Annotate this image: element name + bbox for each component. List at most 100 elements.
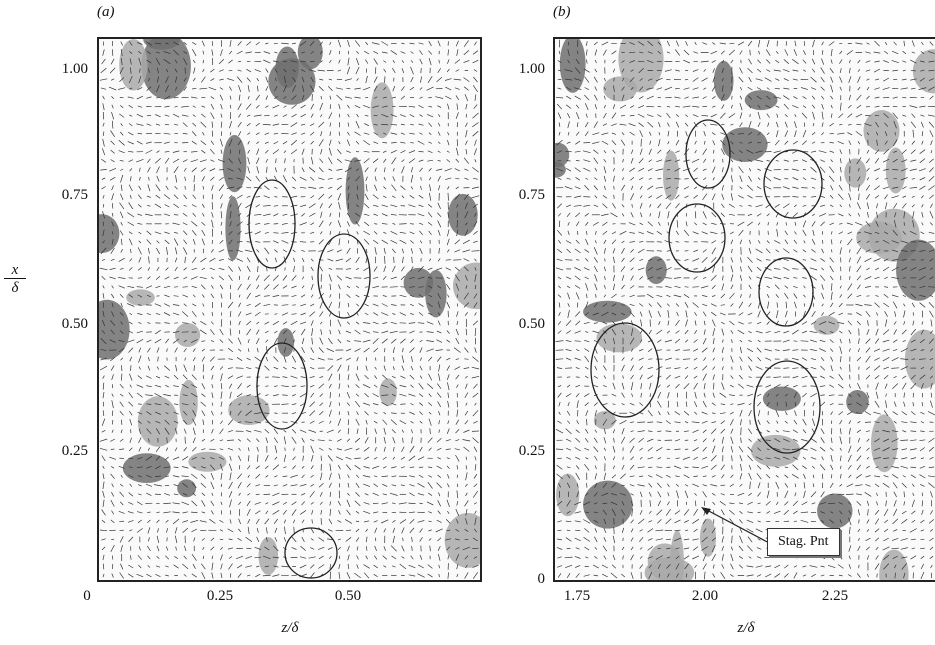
velocity-vector — [891, 357, 899, 362]
velocity-vector — [373, 475, 378, 478]
velocity-vector — [920, 411, 925, 415]
velocity-vector — [390, 383, 398, 389]
velocity-vector — [575, 285, 581, 289]
velocity-vector — [693, 528, 698, 533]
velocity-vector — [190, 473, 198, 479]
velocity-vector — [630, 193, 635, 201]
velocity-vector — [829, 204, 834, 208]
velocity-vector — [392, 222, 396, 225]
velocity-vector — [299, 222, 307, 226]
velocity-vector — [265, 510, 269, 515]
velocity-vector — [766, 240, 770, 244]
velocity-vector — [739, 112, 743, 119]
velocity-vector — [592, 141, 600, 144]
velocity-vector — [873, 249, 881, 253]
velocity-vector — [120, 321, 123, 325]
velocity-vector — [757, 356, 762, 362]
velocity-vector — [110, 149, 115, 154]
velocity-vector — [701, 546, 709, 551]
velocity-vector — [345, 330, 352, 334]
velocity-vector — [567, 474, 571, 479]
velocity-vector — [465, 222, 468, 226]
velocity-vector — [436, 168, 443, 171]
velocity-vector — [300, 186, 307, 189]
velocity-vector — [310, 484, 314, 487]
velocity-vector — [255, 132, 260, 136]
velocity-vector — [792, 59, 799, 65]
velocity-vector — [657, 384, 661, 388]
velocity-vector — [739, 186, 743, 190]
velocity-vector — [593, 41, 598, 46]
velocity-vector — [329, 463, 332, 471]
velocity-vector — [283, 466, 287, 469]
velocity-vector — [592, 312, 599, 316]
velocity-vector — [812, 401, 815, 407]
velocity-vector — [437, 176, 441, 182]
velocity-vector — [665, 430, 672, 432]
velocity-vector — [911, 499, 915, 508]
velocity-vector — [219, 194, 224, 200]
velocity-vector — [193, 537, 196, 542]
velocity-vector — [557, 520, 562, 523]
velocity-vector — [829, 384, 835, 388]
velocity-vector — [181, 475, 189, 478]
velocity-vector — [556, 139, 563, 146]
velocity-vector — [473, 177, 478, 180]
velocity-vector — [456, 311, 459, 317]
velocity-vector — [464, 420, 469, 425]
velocity-vector — [873, 348, 881, 352]
velocity-vector — [837, 132, 845, 135]
velocity-vector — [657, 114, 662, 118]
velocity-vector — [621, 464, 625, 470]
velocity-vector — [693, 509, 698, 516]
velocity-vector — [219, 428, 224, 435]
velocity-vector — [320, 329, 323, 335]
velocity-vector — [902, 195, 907, 198]
velocity-vector — [145, 41, 152, 46]
velocity-vector — [102, 554, 105, 561]
velocity-vector — [155, 312, 161, 316]
velocity-vector — [163, 59, 171, 65]
velocity-vector — [337, 520, 342, 523]
velocity-vector — [621, 364, 625, 372]
velocity-vector — [129, 418, 133, 426]
velocity-vector — [801, 159, 808, 163]
velocity-vector — [228, 194, 233, 199]
velocity-vector — [192, 256, 197, 263]
velocity-vector — [200, 320, 207, 326]
velocity-vector — [829, 265, 834, 273]
velocity-vector — [837, 193, 844, 200]
velocity-vector — [309, 131, 315, 136]
velocity-vector — [629, 484, 635, 487]
velocity-vector — [730, 159, 734, 163]
velocity-vector — [456, 519, 459, 524]
velocity-vector — [218, 184, 225, 192]
velocity-vector — [766, 285, 770, 289]
velocity-vector — [756, 213, 762, 217]
velocity-vector — [756, 547, 762, 550]
velocity-vector — [372, 403, 379, 406]
velocity-vector — [146, 403, 152, 405]
velocity-vector — [657, 491, 662, 498]
velocity-vector — [865, 51, 871, 54]
velocity-vector — [191, 554, 197, 561]
velocity-vector — [373, 132, 378, 136]
velocity-vector — [921, 222, 924, 226]
velocity-vector — [183, 204, 187, 207]
velocity-vector — [445, 86, 452, 91]
velocity-vector — [165, 384, 169, 388]
velocity-vector — [603, 158, 607, 163]
velocity-vector — [892, 383, 899, 390]
velocity-vector — [702, 484, 707, 487]
velocity-vector — [811, 465, 816, 469]
velocity-vector — [565, 104, 572, 109]
velocity-vector — [102, 473, 105, 480]
velocity-vector — [209, 168, 216, 172]
velocity-vector — [193, 365, 195, 371]
velocity-vector — [692, 429, 699, 433]
velocity-vector — [784, 474, 789, 479]
velocity-vector — [739, 356, 743, 362]
velocity-vector — [319, 41, 323, 46]
velocity-vector — [657, 519, 662, 524]
velocity-vector — [848, 59, 851, 64]
